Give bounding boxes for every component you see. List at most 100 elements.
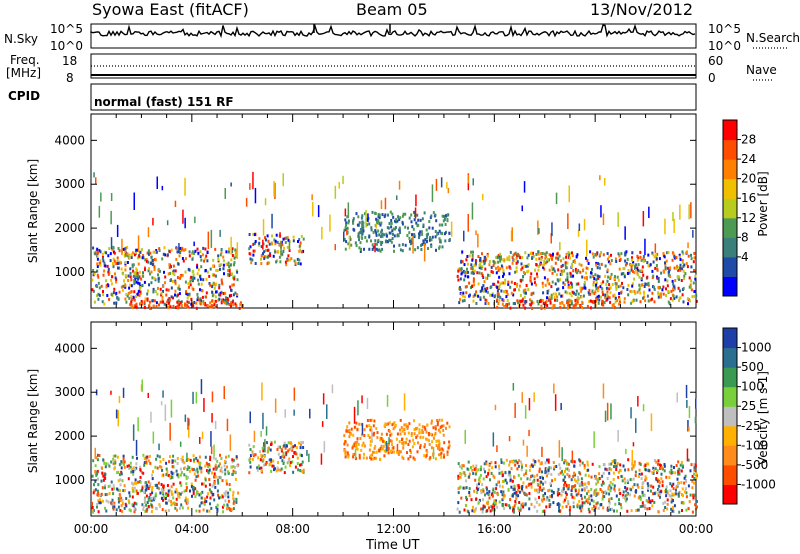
power-streak xyxy=(166,220,169,226)
velocity-cell xyxy=(655,477,658,481)
velocity-cell xyxy=(151,486,154,489)
velocity-streak xyxy=(560,403,562,410)
velocity-cell xyxy=(577,492,580,496)
velocity-cell xyxy=(433,433,436,437)
power-cell xyxy=(103,250,106,254)
power-cell xyxy=(172,304,175,308)
power-cell xyxy=(483,262,486,266)
power-cell xyxy=(559,305,562,309)
power-cell xyxy=(651,251,654,255)
power-streak xyxy=(95,177,97,185)
power-cell xyxy=(219,293,222,297)
velocity-cell xyxy=(614,502,617,506)
power-cell xyxy=(562,269,565,273)
xaxis-tick-label: 20:00 xyxy=(578,522,613,536)
power-cell xyxy=(567,251,570,254)
velocity-cell xyxy=(348,421,351,425)
velocity-cell xyxy=(170,500,173,503)
power-cell xyxy=(167,298,170,302)
power-cell xyxy=(370,239,372,243)
power-cell xyxy=(178,254,181,258)
velocity-cell xyxy=(680,460,683,464)
velocity-cell xyxy=(210,491,213,495)
power-streak xyxy=(467,214,469,232)
velocity-cell xyxy=(159,460,162,464)
velocity-cell xyxy=(425,453,428,457)
power-cell xyxy=(230,294,233,297)
power-cell xyxy=(235,304,238,308)
power-cell xyxy=(217,298,220,302)
power-cell xyxy=(288,249,291,252)
velocity-cell xyxy=(474,472,477,476)
velocity-cell xyxy=(459,465,461,468)
velocity-cell xyxy=(135,481,137,485)
velocity-cell xyxy=(108,492,111,495)
velocity-cell xyxy=(563,461,566,465)
power-cell xyxy=(551,271,554,275)
power-cell xyxy=(651,297,653,301)
velocity-cell xyxy=(128,466,130,470)
velocity-cell xyxy=(632,477,635,481)
velocity-cell xyxy=(195,492,198,496)
velocity-cell xyxy=(221,470,224,474)
velocity-cell xyxy=(471,509,474,513)
velocity-streak xyxy=(195,391,198,404)
velocity-cell xyxy=(570,459,573,463)
power-cell xyxy=(529,279,532,283)
velocity-cell xyxy=(480,491,483,495)
velocity-streak xyxy=(606,402,609,421)
velocity-cell xyxy=(600,503,603,506)
power-cell xyxy=(124,274,127,278)
velocity-streak xyxy=(403,393,406,411)
power-cell xyxy=(190,275,193,279)
velocity-cell xyxy=(119,494,122,498)
velocity-cell xyxy=(185,489,188,492)
velocity-cell xyxy=(583,495,586,499)
velocity-cell xyxy=(128,491,131,495)
power-streak xyxy=(224,188,226,199)
power-cell xyxy=(96,269,99,273)
power-cell xyxy=(179,301,182,305)
power-cell xyxy=(548,268,551,272)
velocity-streak xyxy=(229,434,232,451)
velocity-cell xyxy=(196,490,198,494)
power-cell xyxy=(552,303,555,307)
power-cell xyxy=(99,259,102,263)
power-cell xyxy=(548,298,551,302)
power-streak xyxy=(178,243,180,254)
velocity-cell xyxy=(344,450,347,454)
velocity-cell xyxy=(580,481,583,485)
velocity-streak xyxy=(293,387,296,401)
power-cell xyxy=(137,274,140,278)
power-cell xyxy=(671,258,674,262)
power-cell xyxy=(191,278,194,282)
power-cell xyxy=(549,253,552,257)
power-cell xyxy=(208,274,211,278)
power-cell xyxy=(496,285,499,289)
power-cell xyxy=(167,288,170,292)
velocity-cell xyxy=(167,493,170,497)
velocity-cell xyxy=(383,454,386,458)
power-cell xyxy=(119,261,122,265)
power-cell xyxy=(470,263,473,267)
velocity-streak xyxy=(371,428,373,443)
velocity-cell xyxy=(91,474,94,478)
power-cell xyxy=(168,266,171,269)
power-cell xyxy=(397,215,400,219)
power-cell xyxy=(144,258,147,262)
power-cell xyxy=(413,233,416,237)
power-streak xyxy=(648,206,650,218)
power-cell xyxy=(474,259,477,263)
velocity-cell xyxy=(101,471,104,475)
velocity-cell xyxy=(287,449,290,453)
velocity-cell xyxy=(564,491,567,495)
power-cell xyxy=(358,221,361,225)
power-cell xyxy=(545,299,548,303)
power-cell xyxy=(647,282,650,285)
power-cell xyxy=(93,272,96,275)
power-cell xyxy=(541,285,544,289)
velocity-cell xyxy=(624,481,627,485)
velocity-cell xyxy=(693,476,696,480)
velocity-streak xyxy=(695,398,697,409)
velocity-cell xyxy=(359,437,362,440)
